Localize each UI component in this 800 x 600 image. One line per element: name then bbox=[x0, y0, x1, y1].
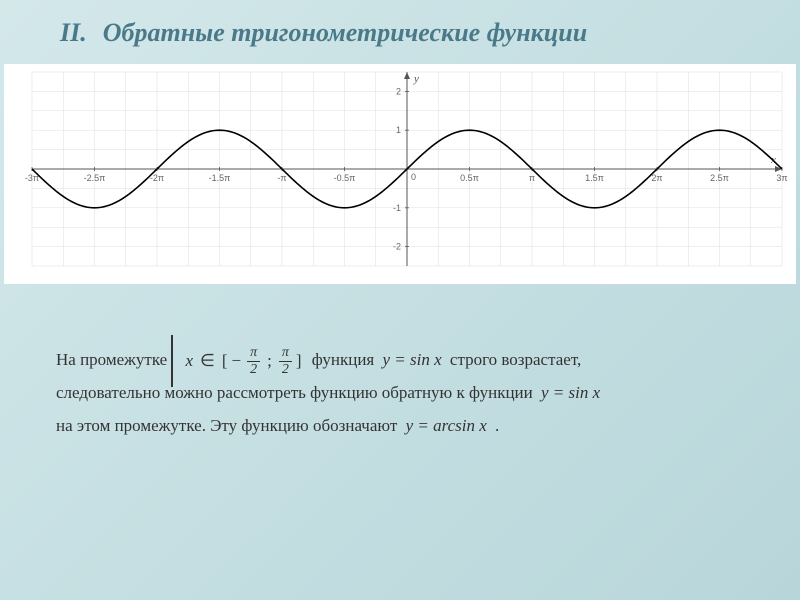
text-fragment: . bbox=[495, 416, 499, 435]
fraction: π 2 bbox=[247, 346, 260, 377]
svg-text:2: 2 bbox=[396, 86, 401, 96]
math-expression: y = arcsin x bbox=[402, 416, 491, 435]
svg-text:-π: -π bbox=[277, 173, 286, 183]
svg-text:-0.5π: -0.5π bbox=[334, 173, 356, 183]
math-expression: y = sin x bbox=[379, 350, 446, 369]
section-number: II. bbox=[60, 18, 87, 48]
svg-text:1: 1 bbox=[396, 125, 401, 135]
svg-text:-2.5π: -2.5π bbox=[84, 173, 106, 183]
svg-text:3π: 3π bbox=[776, 173, 787, 183]
math-expression: y = sin x bbox=[537, 383, 604, 402]
text-fragment: строго возрастает, bbox=[450, 350, 581, 369]
svg-text:2.5π: 2.5π bbox=[710, 173, 729, 183]
sine-chart: -3π-2.5π-2π-1.5π-π-0.5π00.5ππ1.5π2π2.5π3… bbox=[4, 64, 796, 284]
svg-text:0: 0 bbox=[411, 172, 416, 182]
text-fragment: следовательно можно рассмотреть функцию … bbox=[56, 383, 533, 402]
svg-text:2π: 2π bbox=[651, 173, 662, 183]
slide-header: II. Обратные тригонометрические функции bbox=[0, 0, 800, 58]
text-fragment: функция bbox=[312, 350, 374, 369]
sine-chart-svg: -3π-2.5π-2π-1.5π-π-0.5π00.5ππ1.5π2π2.5π3… bbox=[4, 64, 796, 284]
interval-expression: x ∈ [ − π 2 ; π 2 ] bbox=[171, 345, 307, 377]
svg-text:y: y bbox=[413, 73, 419, 85]
svg-text:-2: -2 bbox=[393, 242, 401, 252]
svg-text:1.5π: 1.5π bbox=[585, 173, 604, 183]
svg-text:π: π bbox=[529, 173, 535, 183]
body-text: На промежутке x ∈ [ − π 2 ; π 2 ] функци… bbox=[0, 284, 800, 442]
section-title: Обратные тригонометрические функции bbox=[103, 18, 587, 48]
fraction: π 2 bbox=[279, 346, 292, 377]
text-fragment: На промежутке bbox=[56, 350, 167, 369]
text-fragment: на этом промежутке. Эту функцию обознача… bbox=[56, 416, 397, 435]
svg-text:0.5π: 0.5π bbox=[460, 173, 479, 183]
svg-text:-1.5π: -1.5π bbox=[209, 173, 231, 183]
svg-text:-1: -1 bbox=[393, 203, 401, 213]
